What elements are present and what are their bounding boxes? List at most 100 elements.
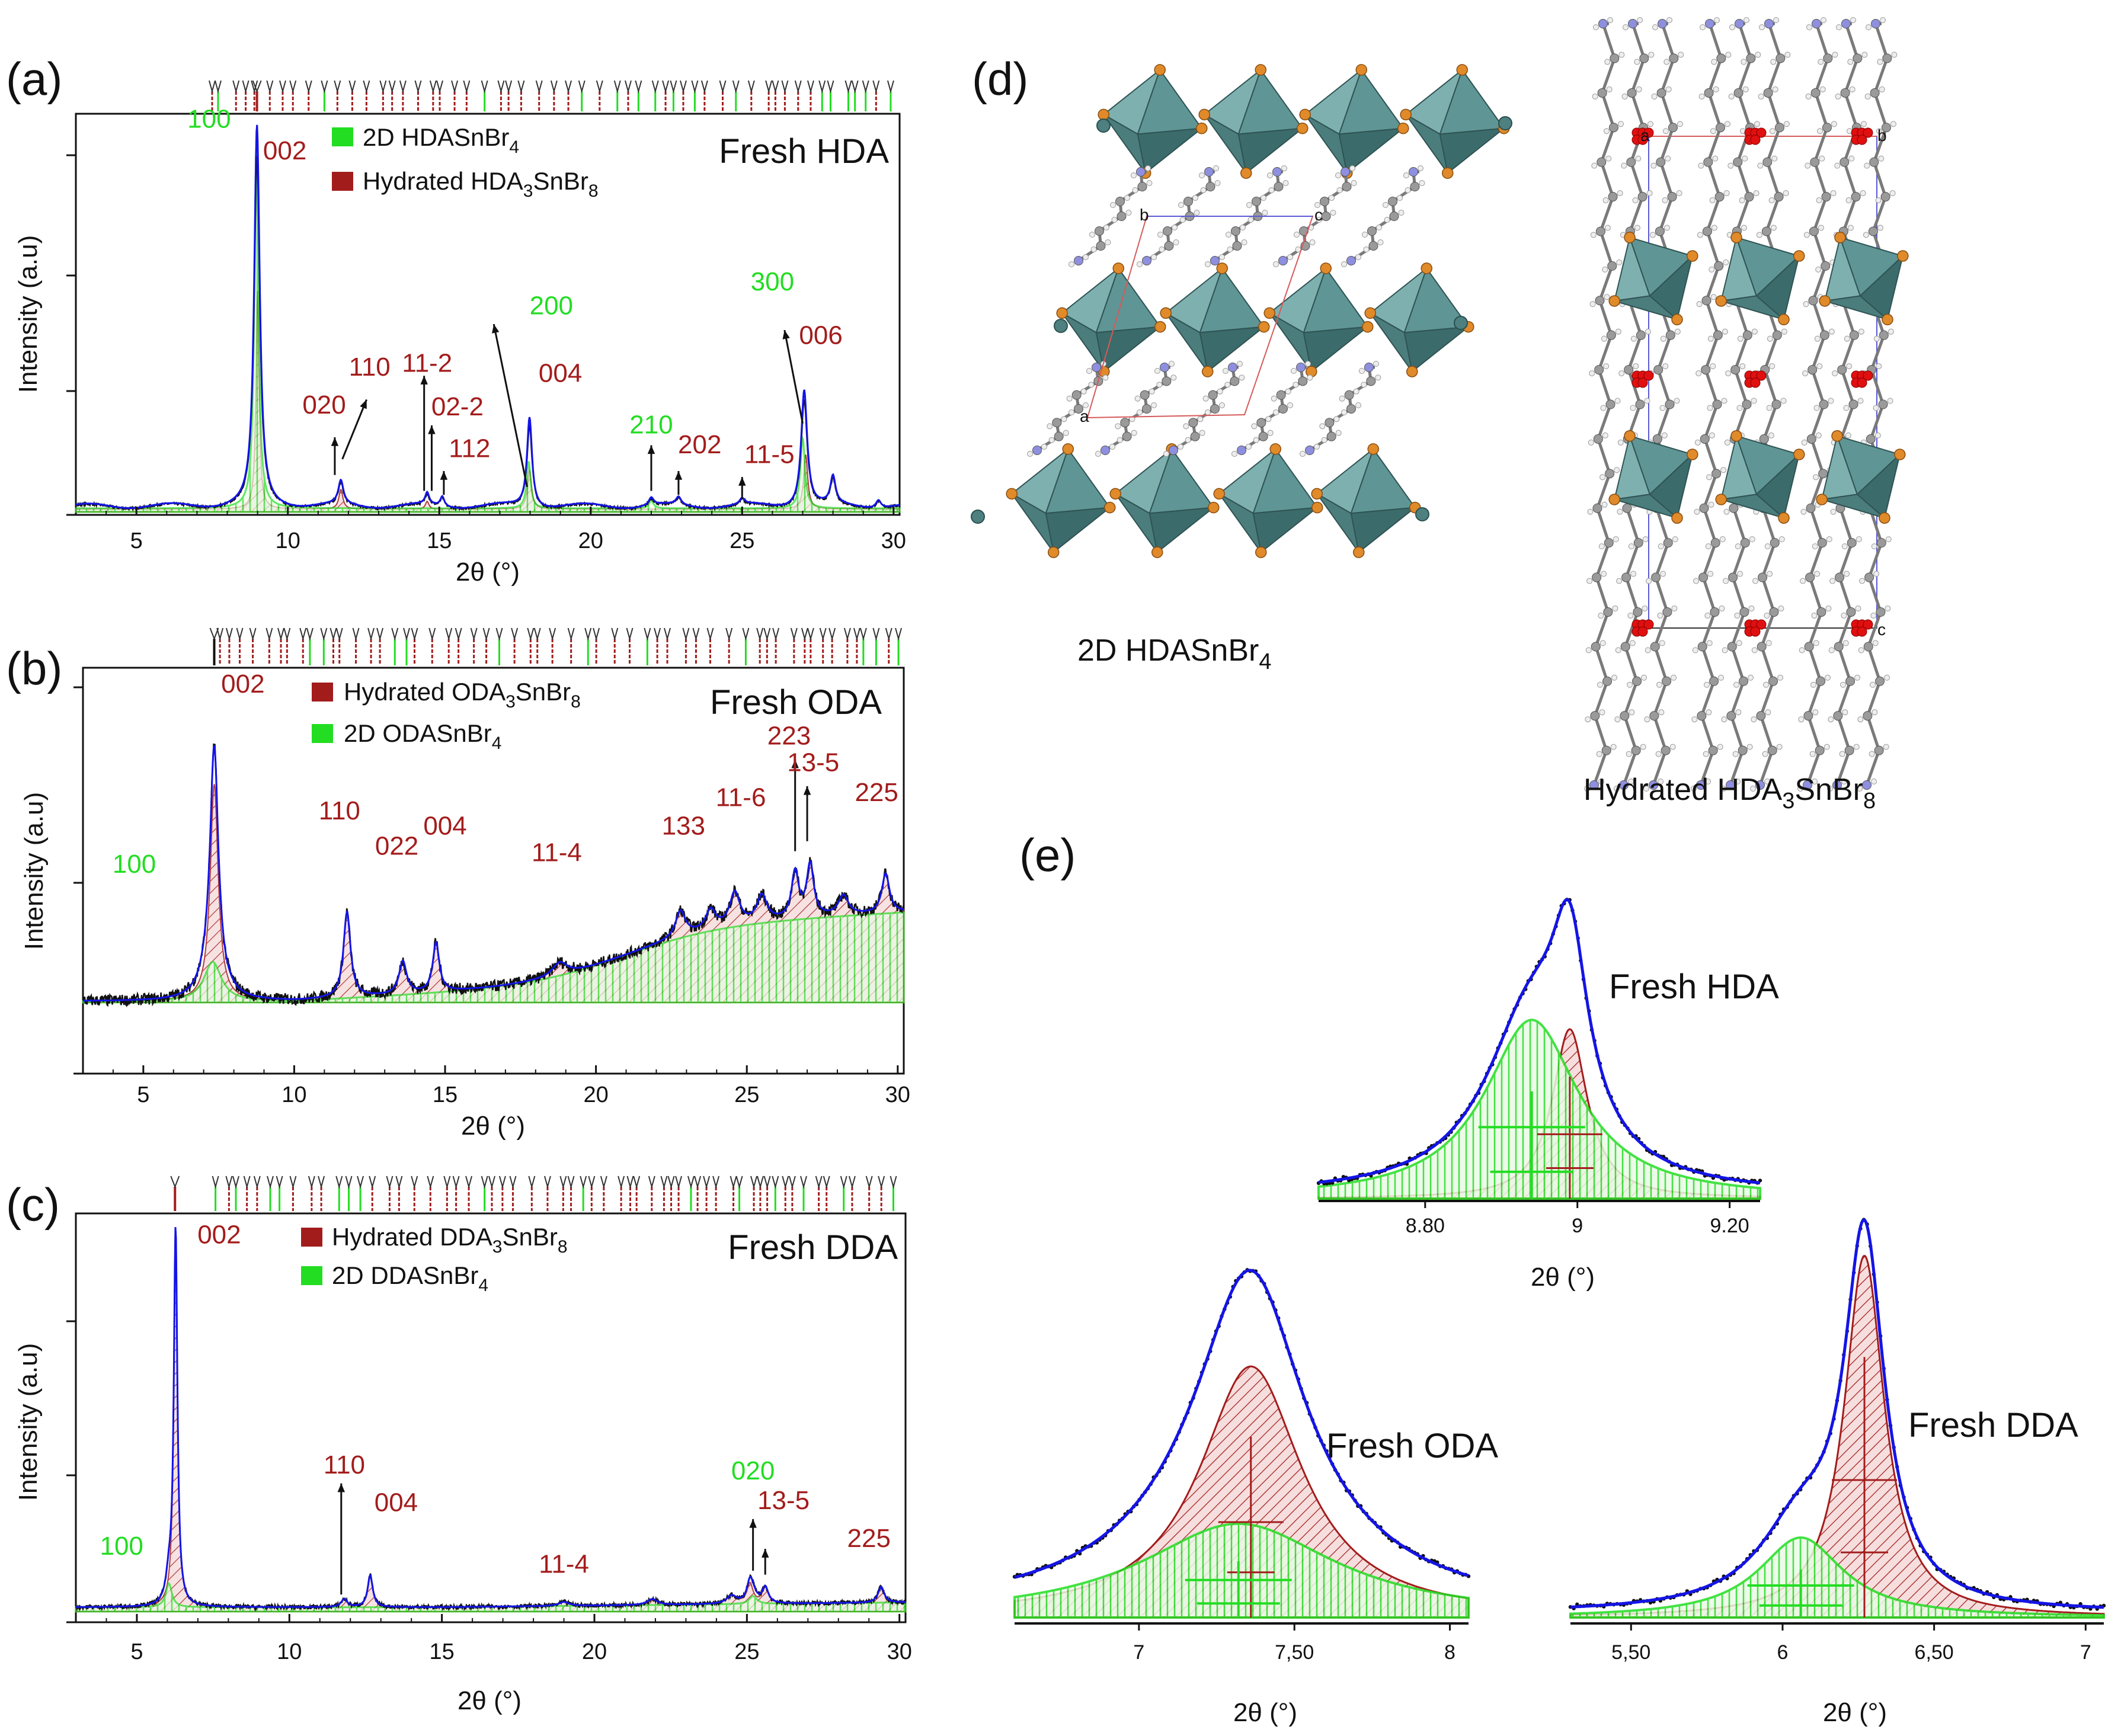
reference-tick-marker	[580, 1176, 587, 1189]
water-oxygen-atom	[1750, 134, 1761, 145]
hydrogen-atom	[1615, 647, 1621, 654]
chain-atom	[1591, 642, 1601, 652]
hydrogen-atom	[1063, 430, 1069, 436]
hydrogen-atom	[1178, 202, 1184, 208]
reference-tick-marker	[403, 627, 410, 641]
hydrogen-atom	[1265, 416, 1272, 422]
hydrogen-atom	[1601, 571, 1607, 577]
reference-ticks-b	[209, 627, 903, 665]
reference-tick-marker	[445, 627, 453, 641]
zoom-xlabel-dda: 2θ (°)	[1823, 1698, 1887, 1727]
x-tick-label: 9	[1572, 1215, 1583, 1237]
x-tick-label: 25	[734, 1639, 759, 1664]
chain-atom	[1258, 431, 1268, 441]
x-tick-label: 20	[578, 529, 603, 553]
chain-atom	[1768, 676, 1778, 686]
reference-tick-marker	[651, 80, 659, 94]
hydrogen-atom	[1047, 423, 1053, 430]
hydrogen-atom	[1080, 388, 1087, 395]
reference-tick-marker	[266, 80, 274, 94]
panel-label-e: (e)	[1019, 829, 1076, 881]
chain-atom	[1770, 538, 1780, 548]
unit-cell-axis-label: b	[1140, 206, 1149, 224]
reference-tick-marker	[878, 1176, 885, 1189]
hydrogen-atom	[1361, 382, 1367, 388]
chain-atom	[1819, 399, 1829, 409]
hydrogen-atom	[1741, 59, 1747, 65]
reference-tick-marker	[215, 80, 222, 94]
hydrogen-atom	[1739, 197, 1745, 204]
peak-arrow-head	[331, 437, 339, 446]
reference-tick-marker	[216, 627, 224, 641]
hydrogen-atom	[1585, 716, 1591, 723]
hydrogen-atom	[1713, 86, 1719, 92]
hydrogen-atom	[1373, 361, 1379, 367]
chain-atom	[1764, 19, 1774, 28]
hydrogen-atom	[1145, 165, 1151, 171]
hydrogen-atom	[1735, 779, 1741, 784]
chain-atom	[1863, 642, 1873, 652]
bromine-atom	[1897, 250, 1909, 262]
peak-arrow-head	[749, 1519, 757, 1528]
hydrogen-atom	[1219, 254, 1225, 260]
chain-atom	[1727, 642, 1737, 652]
bromine-atom	[1255, 64, 1266, 76]
chain-atom	[1667, 192, 1677, 202]
hydrogen-atom	[1780, 398, 1787, 404]
chain-atom	[1633, 538, 1643, 548]
chain-atom	[1652, 434, 1662, 444]
hydrogen-atom	[1842, 640, 1849, 646]
tin-atom	[1498, 116, 1512, 130]
peak-arrows-b	[791, 759, 811, 851]
chain-atom	[1804, 642, 1814, 652]
hydrogen-atom	[1671, 605, 1678, 611]
hydrogen-atom	[1291, 368, 1297, 374]
snbr6-octahedron	[1098, 64, 1208, 179]
hydrogen-atom	[1836, 24, 1842, 30]
hydrogen-atom	[1646, 190, 1653, 197]
hydrogen-atom	[1105, 239, 1111, 245]
hydrogen-atom	[1194, 210, 1200, 216]
hydrogen-atom	[1613, 536, 1619, 543]
reference-tick-marker	[682, 627, 690, 641]
chain-atom	[1650, 642, 1660, 652]
hydrogen-atom	[1801, 439, 1808, 446]
hydrogen-atom	[1696, 301, 1703, 308]
peak-label: 002	[197, 1220, 241, 1249]
chain-atom	[1769, 607, 1779, 617]
bromine-atom	[1819, 295, 1831, 307]
octahedron-face	[1149, 507, 1216, 553]
hda-chain	[1077, 170, 1147, 262]
hydrogen-atom	[1618, 52, 1625, 58]
hydrogen-atom	[1621, 93, 1628, 100]
chain-atom	[1605, 399, 1615, 409]
hydrogen-atom	[1156, 382, 1163, 388]
hydrogen-atom	[1835, 93, 1841, 100]
hydrogen-atom	[1691, 786, 1697, 792]
hydrogen-atom	[1602, 197, 1609, 204]
hydrogen-atom	[1674, 328, 1681, 335]
bromine-atom	[1353, 546, 1365, 558]
hydrogen-atom	[1830, 190, 1837, 197]
chain-atom	[1767, 745, 1777, 755]
hydrogen-atom	[1090, 246, 1097, 252]
hydrogen-atom	[1253, 437, 1259, 443]
hydrogen-atom	[1863, 232, 1869, 238]
reference-tick-marker	[730, 1176, 737, 1189]
chain-atom	[1700, 434, 1710, 444]
x-tick-label: 7	[2080, 1641, 2091, 1664]
snbr6-octahedron	[1311, 443, 1421, 558]
hydrogen-atom	[1758, 93, 1764, 100]
hydrogen-atom	[1704, 681, 1710, 688]
hydrogen-atom	[1103, 225, 1109, 230]
peak-label: 022	[375, 831, 418, 860]
hydrogen-atom	[1593, 24, 1599, 30]
hydrogen-atom	[1614, 786, 1620, 792]
octahedron-face	[1439, 127, 1506, 174]
peak-label: 110	[319, 796, 360, 825]
peak-arrow-head	[782, 330, 790, 339]
chain-atom	[1628, 19, 1637, 28]
hydrogen-atom	[1706, 474, 1713, 481]
peak-label: 11-4	[532, 838, 582, 867]
peak-label: 200	[530, 291, 573, 320]
